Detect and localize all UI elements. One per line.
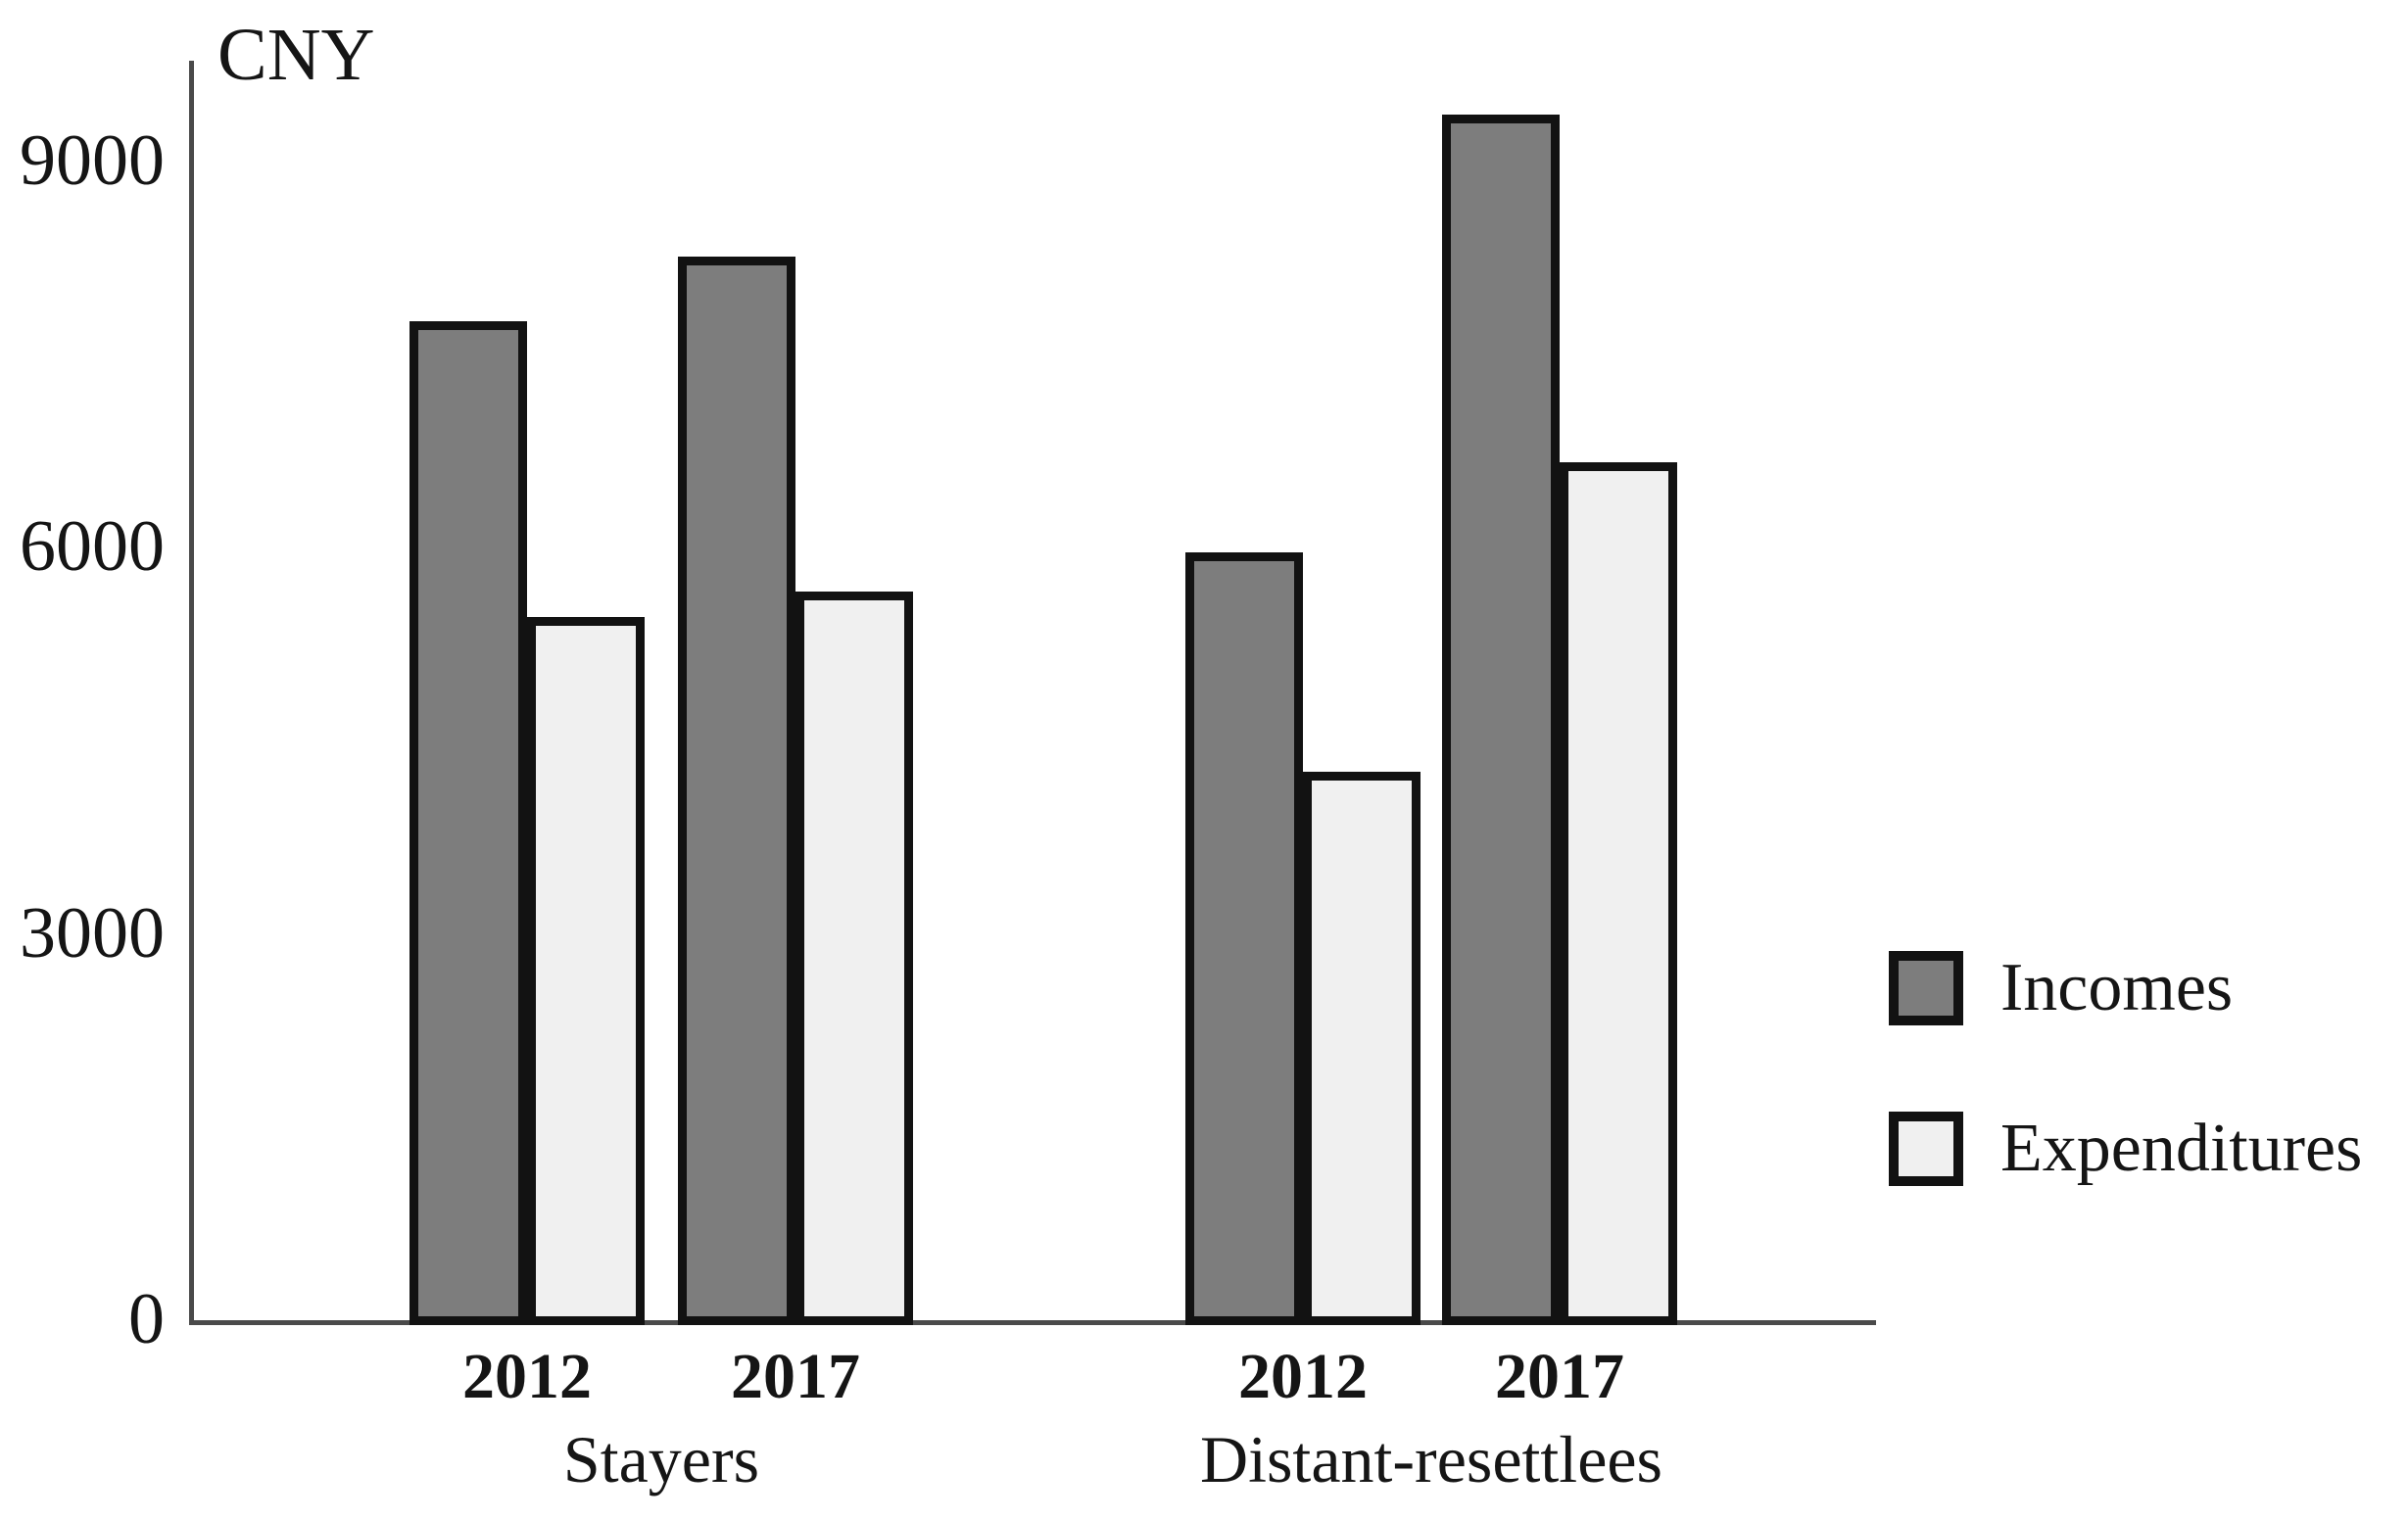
legend-swatch-expenditures: [1889, 1112, 1963, 1186]
bar-distant-resettlees-2017-incomes: [1442, 115, 1560, 1325]
bar-stayers-2017-incomes: [678, 257, 795, 1325]
bar-stayers-2012-expenditures: [527, 617, 645, 1325]
y-tick-label-9000: 9000: [20, 120, 165, 201]
year-label-distant-resettlees-2017: 2017: [1495, 1341, 1624, 1412]
legend-swatch-incomes: [1889, 951, 1963, 1025]
y-tick-label-3000: 3000: [20, 893, 165, 974]
legend-label-expenditures: Expenditures: [2000, 1111, 2363, 1186]
y-tick-label-0: 0: [128, 1279, 165, 1359]
bar-distant-resettlees-2017-expenditures: [1560, 462, 1677, 1325]
x-axis-line: [189, 1320, 1876, 1325]
legend-label-incomes: Incomes: [2000, 950, 2234, 1025]
y-tick-label-6000: 6000: [20, 506, 165, 587]
legend: Incomes Expenditures: [1889, 951, 2362, 1186]
legend-item-expenditures: Expenditures: [1889, 1112, 2362, 1186]
legend-item-incomes: Incomes: [1889, 951, 2362, 1025]
group-label-distant-resettlees: Distant-resettlees: [1199, 1422, 1663, 1496]
year-label-stayers-2017: 2017: [731, 1341, 860, 1412]
bar-stayers-2017-expenditures: [795, 592, 913, 1325]
bar-distant-resettlees-2012-incomes: [1185, 552, 1303, 1325]
y-axis-title: CNY: [217, 14, 375, 96]
year-label-distant-resettlees-2012: 2012: [1238, 1341, 1368, 1412]
bar-stayers-2012-incomes: [409, 321, 527, 1325]
bar-distant-resettlees-2012-expenditures: [1303, 772, 1421, 1325]
year-label-stayers-2012: 2012: [462, 1341, 592, 1412]
y-axis-line: [189, 61, 194, 1325]
group-label-stayers: Stayers: [562, 1422, 760, 1496]
